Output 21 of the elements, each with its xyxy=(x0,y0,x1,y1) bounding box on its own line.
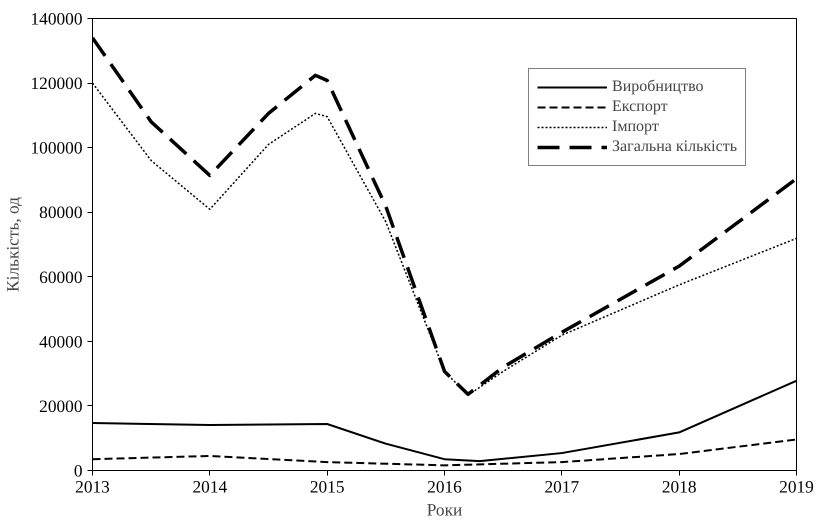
legend-label: Виробництво xyxy=(612,78,704,96)
y-tick-label: 0 xyxy=(74,462,83,480)
x-axis-title: Роки xyxy=(426,500,462,520)
y-tick-label: 60000 xyxy=(39,268,83,287)
y-tick-label: 80000 xyxy=(39,203,83,222)
x-tick-label: 2016 xyxy=(427,478,462,496)
y-tick-label: 140000 xyxy=(30,10,82,28)
x-tick-label: 2018 xyxy=(662,478,696,496)
legend-label: Імпорт xyxy=(612,118,659,136)
x-tick-label: 2013 xyxy=(75,478,110,496)
x-tick-label: 2019 xyxy=(779,478,814,496)
y-axis-title: Кількість, од xyxy=(4,196,23,292)
legend-label: Загальна кількість xyxy=(612,138,737,156)
y-tick-label: 40000 xyxy=(39,332,83,352)
y-tick-label: 120000 xyxy=(30,74,82,94)
x-tick-label: 2014 xyxy=(192,478,228,496)
y-tick-label: 20000 xyxy=(39,396,83,416)
x-tick-label: 2017 xyxy=(544,478,580,496)
legend-label: Експорт xyxy=(612,98,668,116)
y-tick-label: 100000 xyxy=(30,138,82,158)
x-tick-label: 2015 xyxy=(310,478,344,496)
